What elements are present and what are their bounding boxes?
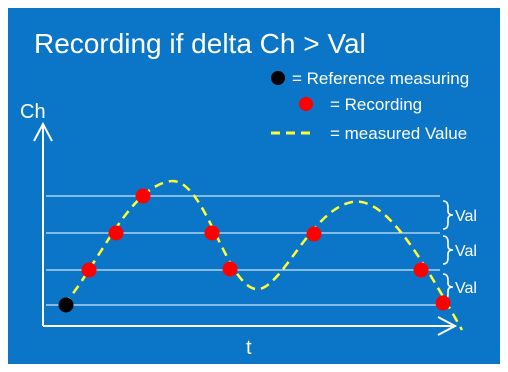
background-panel [8,8,500,364]
val-braces: Val Val Val [442,200,477,301]
recording-point [222,261,238,277]
recording-point [108,225,124,241]
recording-point [435,295,451,311]
axes: Ch t [20,101,458,359]
band-label: Val [455,243,477,260]
brace-icon [442,273,454,301]
reference-point [58,297,74,313]
y-axis-arrow-icon [33,121,53,142]
recording-point [413,262,429,278]
x-axis-label: t [246,337,252,359]
legend: = Reference measuring = Recording = meas… [271,69,469,143]
threshold-lines [46,195,440,306]
legend-reference-marker [271,71,285,85]
recording-point [81,262,97,278]
y-axis-label: Ch [20,101,46,123]
band-label: Val [455,280,477,297]
recording-point [306,226,322,242]
brace-icon [442,235,454,265]
legend-reference-label: = Reference measuring [292,69,469,88]
recording-points [81,188,451,311]
measured-value-curve [63,179,464,331]
recording-point [204,225,220,241]
diagram-title: Recording if delta Ch > Val [34,28,366,59]
band-label: Val [455,208,477,225]
legend-recording-marker [299,97,313,111]
recording-point [135,188,151,204]
legend-measured-label: = measured Value [330,124,467,143]
x-axis-arrow-icon [437,316,458,336]
legend-recording-label: = Recording [330,95,422,114]
brace-icon [442,200,454,230]
